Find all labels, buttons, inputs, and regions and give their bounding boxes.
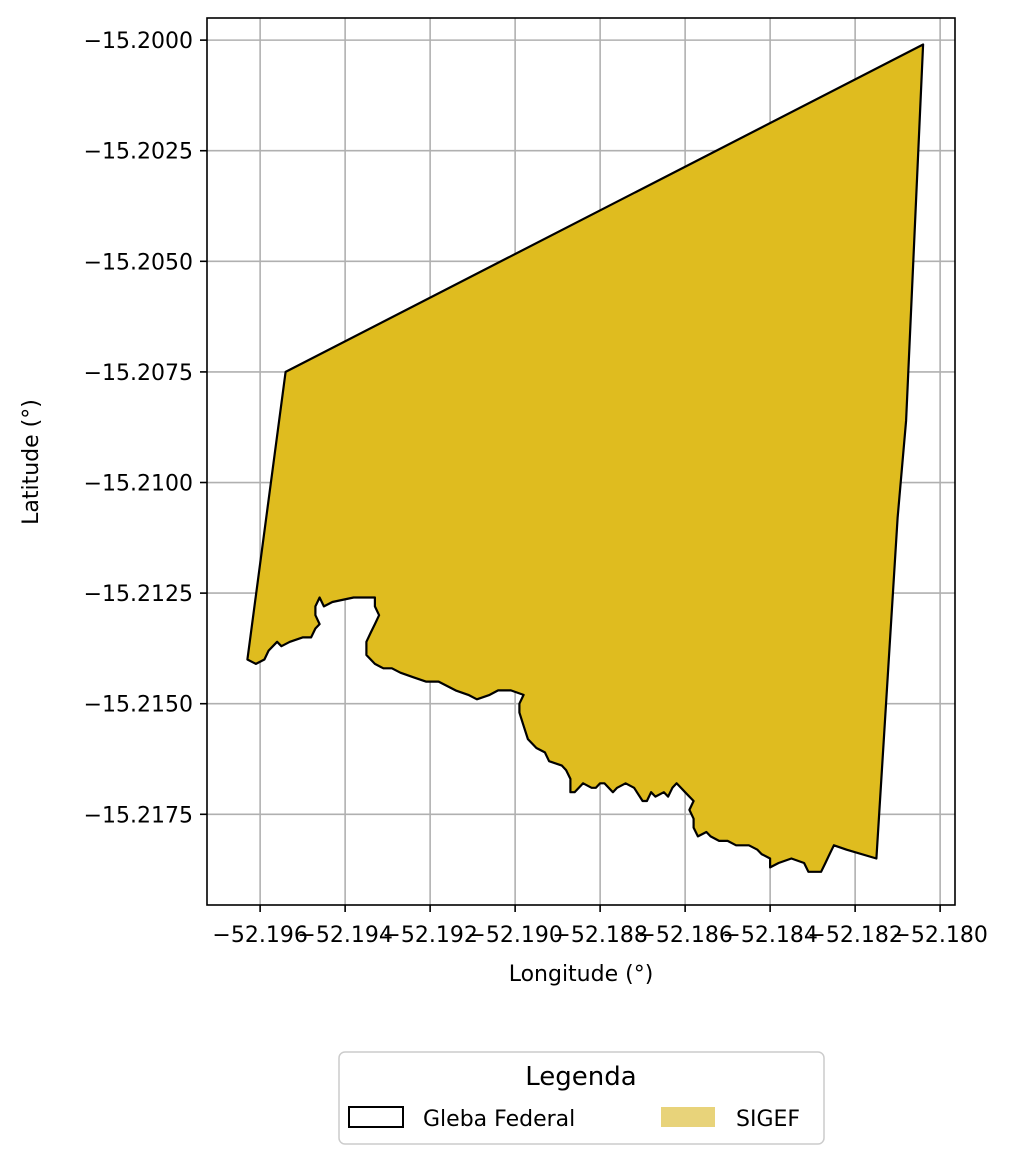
x-tick-label: −52.182 — [807, 923, 902, 948]
x-axis: −52.196−52.194−52.192−52.190−52.188−52.1… — [212, 905, 988, 948]
legend-title: Legenda — [525, 1062, 636, 1092]
x-tick-label: −52.194 — [297, 923, 392, 948]
y-tick-label: −15.2100 — [84, 472, 193, 497]
x-axis-label: Longitude (°) — [509, 962, 654, 987]
x-tick-label: −52.184 — [722, 923, 817, 948]
y-tick-label: −15.2075 — [84, 361, 193, 386]
y-tick-label: −15.2125 — [84, 582, 193, 607]
x-tick-label: −52.186 — [637, 923, 732, 948]
y-axis-label: Latitude (°) — [19, 399, 44, 525]
legend-label-sigef: SIGEF — [736, 1107, 800, 1132]
x-tick-label: −52.188 — [552, 923, 647, 948]
legend-swatch-gleba-federal — [348, 1106, 404, 1128]
legend: Legenda Gleba Federal SIGEF — [338, 1051, 825, 1145]
y-axis: −15.2000 −15.2025 −15.2050 −15.2075 −15.2100… — [84, 29, 207, 828]
sigef-polygon — [246, 43, 925, 873]
legend-label-gleba-federal: Gleba Federal — [423, 1107, 575, 1132]
legend-swatch-sigef — [661, 1107, 715, 1127]
x-tick-label: −52.180 — [892, 923, 987, 948]
y-tick-label: −15.2025 — [84, 140, 193, 165]
x-tick-label: −52.196 — [212, 923, 307, 948]
x-tick-label: −52.192 — [382, 923, 477, 948]
y-tick-label: −15.2050 — [84, 250, 193, 275]
y-tick-label: −15.2150 — [84, 693, 193, 718]
y-tick-label: −15.2175 — [84, 803, 193, 828]
y-tick-label: −15.2000 — [84, 29, 193, 54]
plot-frame — [206, 17, 956, 906]
x-tick-label: −52.190 — [467, 923, 562, 948]
